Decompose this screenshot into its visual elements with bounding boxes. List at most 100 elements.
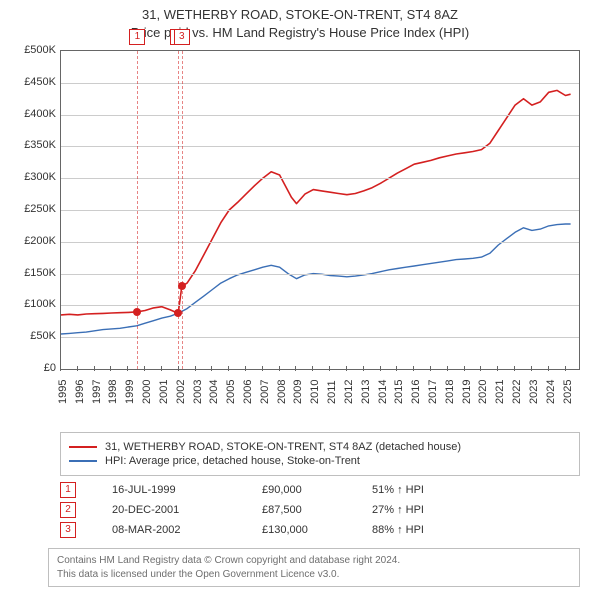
sales-table-row: 2 20-DEC-2001£87,50027% ↑ HPI [48, 500, 580, 520]
x-tick-mark [245, 366, 246, 371]
x-tick-label: 2015 [393, 380, 405, 404]
title-subtitle: Price paid vs. HM Land Registry's House … [0, 24, 600, 42]
x-tick-mark [329, 366, 330, 371]
x-tick-mark [262, 366, 263, 371]
y-tick-label: £150K [10, 267, 56, 279]
y-gridline [61, 274, 579, 275]
x-tick-label: 2009 [292, 380, 304, 404]
x-tick-label: 2024 [545, 380, 557, 404]
legend-label-hpi: HPI: Average price, detached house, Stok… [105, 455, 360, 467]
x-tick-mark [514, 366, 515, 371]
sale-marker-vline [178, 51, 179, 369]
y-gridline [61, 210, 579, 211]
x-tick-label: 2008 [276, 380, 288, 404]
x-tick-label: 2004 [208, 380, 220, 404]
attribution-line2: This data is licensed under the Open Gov… [57, 568, 571, 582]
y-gridline [61, 178, 579, 179]
x-tick-label: 2007 [259, 380, 271, 404]
sales-row-index: 1 [60, 482, 76, 498]
x-tick-mark [144, 366, 145, 371]
y-gridline [61, 305, 579, 306]
x-tick-mark [413, 366, 414, 371]
plot-area: 123 [60, 50, 580, 370]
x-tick-label: 1996 [74, 380, 86, 404]
legend-swatch-price-paid [69, 446, 97, 448]
x-tick-label: 2000 [141, 380, 153, 404]
sales-row-price: £87,500 [262, 504, 372, 516]
y-tick-label: £400K [10, 108, 56, 120]
x-tick-label: 2005 [225, 380, 237, 404]
sales-row-index: 3 [60, 522, 76, 538]
x-tick-mark [464, 366, 465, 371]
x-tick-label: 2018 [444, 380, 456, 404]
x-tick-mark [363, 366, 364, 371]
x-tick-mark [279, 366, 280, 371]
sales-row-index: 2 [60, 502, 76, 518]
attribution-line1: Contains HM Land Registry data © Crown c… [57, 554, 571, 568]
sales-row-pct: 88% ↑ HPI [372, 524, 492, 536]
sales-row-pct: 51% ↑ HPI [372, 484, 492, 496]
chart-container: 31, WETHERBY ROAD, STOKE-ON-TRENT, ST4 8… [0, 0, 600, 590]
sale-marker-point [133, 308, 141, 316]
sales-row-date: 20-DEC-2001 [112, 504, 262, 516]
x-tick-mark [161, 366, 162, 371]
x-tick-mark [312, 366, 313, 371]
x-tick-mark [228, 366, 229, 371]
x-tick-label: 2012 [343, 380, 355, 404]
x-tick-label: 2006 [242, 380, 254, 404]
sale-marker-vline [182, 51, 183, 369]
legend-label-price-paid: 31, WETHERBY ROAD, STOKE-ON-TRENT, ST4 8… [105, 441, 461, 453]
y-tick-label: £100K [10, 298, 56, 310]
sale-marker-numbox: 3 [174, 29, 190, 45]
x-tick-mark [110, 366, 111, 371]
x-tick-mark [346, 366, 347, 371]
x-tick-label: 2003 [192, 380, 204, 404]
sale-marker-point [178, 282, 186, 290]
x-tick-mark [565, 366, 566, 371]
y-tick-label: £500K [10, 44, 56, 56]
x-tick-label: 2002 [175, 380, 187, 404]
x-tick-mark [531, 366, 532, 371]
x-tick-label: 2011 [326, 380, 338, 404]
x-tick-mark [497, 366, 498, 371]
title-address: 31, WETHERBY ROAD, STOKE-ON-TRENT, ST4 8… [0, 6, 600, 24]
x-tick-label: 2022 [511, 380, 523, 404]
x-tick-label: 2014 [377, 380, 389, 404]
x-tick-mark [178, 366, 179, 371]
chart-title: 31, WETHERBY ROAD, STOKE-ON-TRENT, ST4 8… [0, 0, 600, 41]
sale-marker-vline [137, 51, 138, 369]
x-tick-label: 1998 [107, 380, 119, 404]
x-tick-mark [195, 366, 196, 371]
y-gridline [61, 115, 579, 116]
y-gridline [61, 242, 579, 243]
x-tick-label: 2016 [410, 380, 422, 404]
x-tick-label: 2019 [461, 380, 473, 404]
attribution-footer: Contains HM Land Registry data © Crown c… [48, 548, 580, 587]
x-tick-mark [447, 366, 448, 371]
x-tick-label: 2001 [158, 380, 170, 404]
legend: 31, WETHERBY ROAD, STOKE-ON-TRENT, ST4 8… [60, 432, 580, 476]
x-tick-label: 2013 [360, 380, 372, 404]
y-gridline [61, 337, 579, 338]
x-tick-mark [94, 366, 95, 371]
x-tick-mark [480, 366, 481, 371]
x-tick-label: 2025 [562, 380, 574, 404]
sales-row-pct: 27% ↑ HPI [372, 504, 492, 516]
sales-table: 116-JUL-1999£90,00051% ↑ HPI220-DEC-2001… [48, 480, 580, 540]
sales-row-price: £90,000 [262, 484, 372, 496]
legend-swatch-hpi [69, 460, 97, 462]
x-tick-label: 1997 [91, 380, 103, 404]
y-tick-label: £450K [10, 76, 56, 88]
x-tick-label: 2021 [494, 380, 506, 404]
x-tick-mark [77, 366, 78, 371]
y-tick-label: £300K [10, 171, 56, 183]
x-tick-mark [548, 366, 549, 371]
x-tick-mark [295, 366, 296, 371]
x-tick-mark [430, 366, 431, 371]
x-tick-label: 2023 [528, 380, 540, 404]
y-tick-label: £200K [10, 235, 56, 247]
x-tick-mark [127, 366, 128, 371]
x-tick-label: 2020 [477, 380, 489, 404]
x-tick-label: 1995 [57, 380, 69, 404]
y-gridline [61, 146, 579, 147]
